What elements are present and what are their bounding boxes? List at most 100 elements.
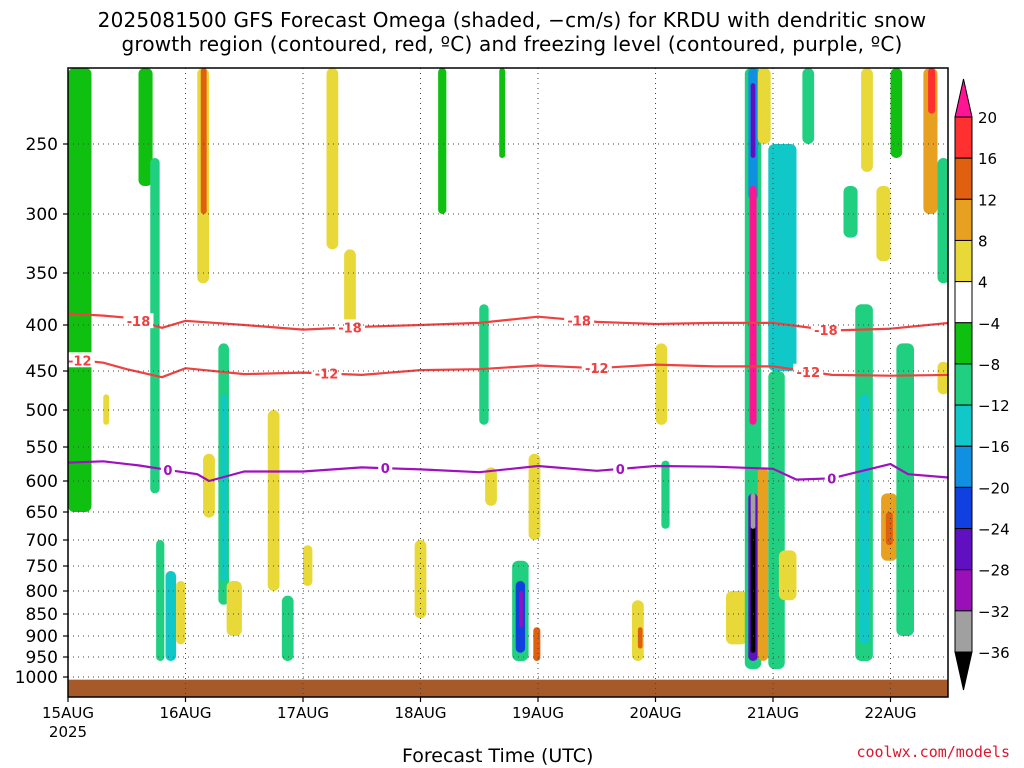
- omega-cell: [750, 512, 756, 653]
- chart-title-line-1: 2025081500 GFS Forecast Omega (shaded, −…: [97, 8, 927, 32]
- y-tick-label: 700: [26, 531, 58, 551]
- contour-label: 0: [381, 462, 390, 477]
- omega-shading: -18 -18 -18 -18 -12 -12 -12 -12 0 0 0 0: [68, 68, 948, 697]
- omega-cell: [103, 394, 110, 425]
- y-tick-label: 450: [26, 362, 58, 382]
- omega-cell: [438, 68, 447, 214]
- omega-cell: [859, 394, 870, 645]
- y-tick-label: 550: [26, 438, 58, 458]
- contour-label: 0: [163, 464, 172, 479]
- site-credit[interactable]: coolwx.com/models: [856, 743, 1010, 761]
- colorbar-label: 20: [978, 109, 997, 127]
- omega-cell: [68, 68, 92, 512]
- omega-cell: [750, 493, 756, 529]
- omega-cell: [937, 158, 948, 284]
- y-tick-label: 900: [26, 627, 58, 647]
- omega-cell: [200, 68, 207, 214]
- omega-cell: [165, 571, 177, 661]
- omega-cell: [533, 627, 541, 661]
- omega-cell: [726, 591, 748, 645]
- colorbar-box: [954, 281, 973, 324]
- contour-label: -12: [68, 354, 92, 369]
- contour-label: -12: [797, 366, 821, 381]
- y-tick-label: 250: [26, 135, 58, 155]
- contour-label: -18: [338, 321, 362, 336]
- omega-cell: [768, 371, 785, 669]
- contour-label-bg: [160, 461, 175, 477]
- y-tick-label: 750: [26, 557, 58, 577]
- x-tick-label: 16AUG: [160, 704, 212, 722]
- colorbar-label: −32: [978, 603, 1010, 621]
- colorbar-label: 4: [978, 274, 988, 292]
- y-tick-label: 850: [26, 605, 58, 625]
- contour--12: [68, 357, 948, 379]
- plot-frame: [67, 67, 949, 698]
- contour-label-bg: [123, 313, 154, 329]
- x-tick-label: 21AUG: [747, 704, 799, 722]
- omega-cell: [661, 460, 670, 529]
- omega-cell: [344, 249, 356, 325]
- x-tick-label: 18AUG: [395, 704, 447, 722]
- omega-cell: [499, 68, 506, 158]
- omega-cell: [655, 343, 668, 425]
- omega-cell: [176, 581, 186, 645]
- x-tick-label: 19AUG: [512, 704, 564, 722]
- colorbar-box: [954, 157, 973, 200]
- omega-cell: [414, 540, 427, 619]
- omega-cell: [802, 68, 815, 144]
- x-tick-label: 15AUG: [42, 704, 94, 722]
- contour-label-bg: [810, 321, 841, 337]
- omega-cell: [156, 540, 165, 661]
- omega-cell: [519, 591, 523, 628]
- plot-area: [68, 68, 948, 697]
- omega-cell: [750, 83, 756, 158]
- contour-label-bg: [311, 365, 342, 381]
- colorbar-label: −4: [978, 315, 1000, 333]
- chart-title-line-2: growth region (contoured, red, ºC) and f…: [121, 32, 903, 56]
- y-tick-label: 600: [26, 472, 58, 492]
- y-tick-label: 650: [26, 503, 58, 523]
- omega-cell: [528, 453, 541, 540]
- x-tick-label: 20AUG: [630, 704, 682, 722]
- omega-cell: [220, 394, 227, 581]
- contour--18: [68, 312, 948, 332]
- omega-cell: [281, 595, 294, 661]
- contour-label: -12: [315, 367, 339, 382]
- colorbar-box: [954, 116, 973, 159]
- contour-label-bg: [335, 319, 365, 335]
- omega-cell: [890, 68, 903, 158]
- y-tick-label: 400: [26, 316, 58, 336]
- grid-lines: [68, 68, 948, 697]
- colorbar-bottom-arrow: [954, 651, 973, 691]
- contour-label: -18: [127, 315, 151, 330]
- colorbar-label: −24: [978, 521, 1010, 539]
- colorbar-label: −8: [978, 356, 1000, 374]
- omega-cell: [303, 545, 313, 586]
- colorbar-box: [954, 404, 973, 447]
- colorbar-label: −20: [978, 479, 1010, 497]
- colorbar-box: [954, 363, 973, 406]
- colorbar-label: −12: [978, 397, 1010, 415]
- y-tick-label: 300: [26, 205, 58, 225]
- x-tick-label: 22AUG: [865, 704, 917, 722]
- omega-cell: [937, 361, 948, 395]
- colorbar-box: [954, 445, 973, 488]
- y-tick-label: 500: [26, 401, 58, 421]
- omega-cell: [749, 186, 757, 425]
- omega-cell: [843, 186, 858, 238]
- colorbar-box: [954, 486, 973, 530]
- x-tick-sublabel: 2025: [49, 723, 87, 741]
- omega-cell: [757, 68, 771, 144]
- contour-label: -18: [567, 314, 591, 329]
- contour-label-bg: [564, 312, 595, 328]
- colorbar: 20 16 12 8 4 −4 −8 −12 −16 −20 −24 −28 −32 −36: [954, 78, 1010, 691]
- y-tick-label: 800: [26, 582, 58, 602]
- colorbar-top-arrow: [954, 78, 973, 118]
- omega-cell: [778, 550, 797, 601]
- omega-cell: [768, 144, 797, 371]
- contour-label-bg: [824, 470, 839, 486]
- contour-label-bg: [378, 460, 393, 476]
- colorbar-label: 16: [978, 150, 997, 168]
- omega-cell: [885, 512, 893, 546]
